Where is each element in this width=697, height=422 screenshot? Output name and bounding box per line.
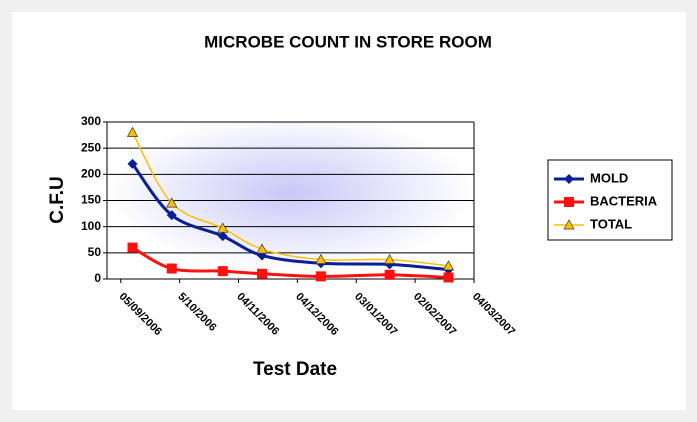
y-tick-label: 300 [81,114,101,128]
legend-label: MOLD [590,170,628,185]
y-tick-label: 100 [81,219,101,233]
chart-title: MICROBE COUNT IN STORE ROOM [204,32,492,51]
y-tick-label: 50 [88,245,102,259]
data-point [126,126,139,137]
data-point [384,253,396,264]
data-point [166,210,177,221]
data-point [315,253,327,264]
legend-marker [564,197,574,207]
data-point [127,158,138,169]
data-point [217,231,228,242]
legend-label: BACTERIA [590,193,658,208]
data-point [315,271,326,282]
data-point [166,197,178,208]
y-tick-label: 0 [94,271,101,285]
legend-marker [563,219,575,230]
data-point [256,243,268,254]
data-point [257,268,268,279]
y-tick-label: 150 [81,193,101,207]
data-point [384,269,395,280]
data-point [217,266,228,277]
data-point [217,222,229,233]
data-point [127,242,138,253]
data-point [443,272,454,283]
legend-marker [564,174,574,184]
y-tick-label: 200 [81,167,101,181]
y-axis-label: C.F.U [47,176,68,224]
data-point [166,263,177,274]
legend-label: TOTAL [590,216,632,231]
data-point [442,260,455,271]
x-axis-label: Test Date [253,359,337,380]
y-tick-label: 250 [81,140,101,154]
